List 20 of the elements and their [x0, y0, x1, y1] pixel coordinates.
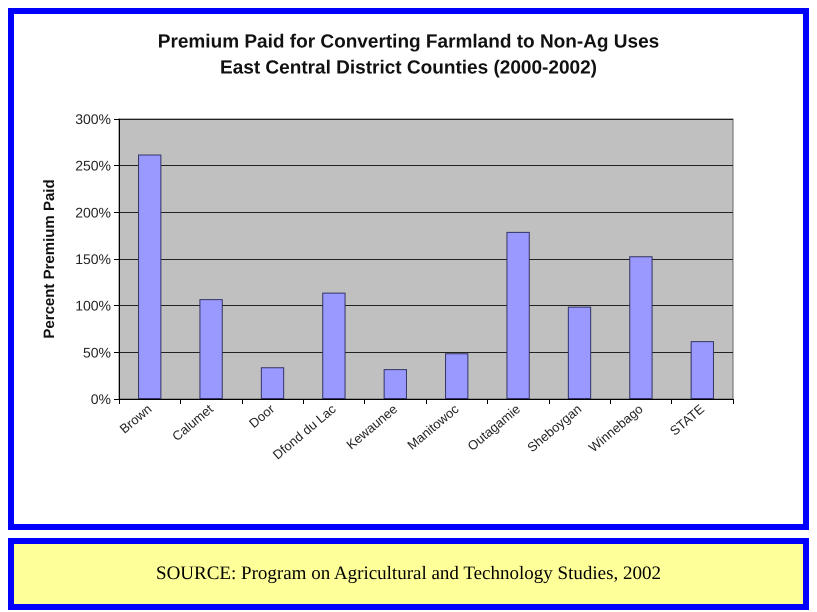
y-tick-label: 100% [75, 298, 111, 314]
bar [445, 353, 468, 399]
y-tick-label: 150% [75, 251, 111, 267]
y-tick-label: 50% [82, 344, 111, 360]
bar [199, 299, 223, 399]
y-axis-title: Percent Premium Paid [41, 179, 58, 339]
bar [629, 256, 653, 399]
y-tick-label: 300% [75, 111, 111, 127]
bar [690, 341, 714, 399]
y-tick-label: 200% [75, 204, 111, 220]
y-tick-label: 0% [90, 391, 111, 407]
bar [384, 369, 407, 399]
bar [260, 367, 284, 399]
source-box: SOURCE: Program on Agricultural and Technology Studies, 2002 [8, 538, 809, 610]
bar [506, 232, 530, 399]
chart-title: Premium Paid for Converting Farmland to Non-Ag Uses East Central District Counties (2000-2002) [158, 32, 660, 78]
y-tick-label: 250% [75, 158, 111, 174]
bar [568, 306, 592, 399]
bar [138, 154, 162, 399]
bar [322, 292, 346, 399]
